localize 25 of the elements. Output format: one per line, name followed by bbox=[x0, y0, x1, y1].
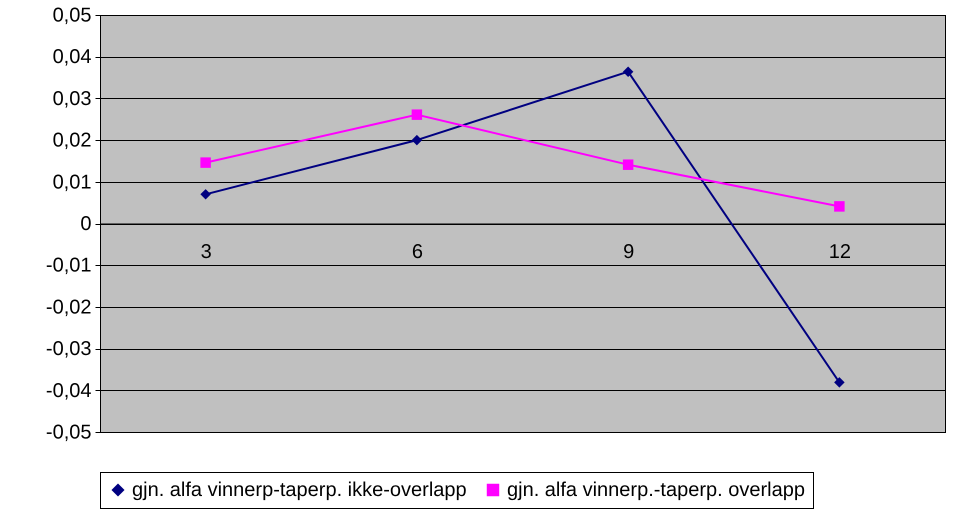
y-tick-label: 0,02 bbox=[52, 130, 92, 152]
legend-label: gjn. alfa vinnerp-taperp. ikke-overlapp bbox=[132, 479, 467, 501]
y-tick-label: -0,05 bbox=[46, 422, 92, 444]
point bbox=[834, 201, 845, 212]
y-tick-label: -0,04 bbox=[46, 380, 92, 402]
x-tick-label: 3 bbox=[200, 241, 212, 263]
point bbox=[200, 189, 211, 200]
y-tick-label: 0,05 bbox=[52, 4, 92, 26]
y-tick-label: 0,04 bbox=[52, 46, 92, 68]
y-tick-label: 0,01 bbox=[52, 171, 92, 194]
legend-label: gjn. alfa vinnerp.-taperp. overlapp bbox=[507, 479, 805, 501]
point bbox=[412, 109, 422, 120]
y-tick-label: 0,03 bbox=[52, 88, 92, 110]
y-tick-label: -0,03 bbox=[46, 338, 92, 360]
y-tick-label: 0 bbox=[80, 213, 92, 235]
point bbox=[200, 157, 211, 168]
y-tick-label: -0,01 bbox=[46, 254, 92, 277]
y-tick-label: -0,02 bbox=[46, 296, 92, 318]
point bbox=[622, 66, 634, 77]
x-tick-label: 9 bbox=[623, 241, 634, 263]
point bbox=[834, 377, 845, 388]
x-tick-label: 6 bbox=[412, 241, 423, 263]
point bbox=[412, 134, 422, 146]
point bbox=[622, 159, 634, 170]
x-tick-label: 12 bbox=[828, 241, 851, 263]
